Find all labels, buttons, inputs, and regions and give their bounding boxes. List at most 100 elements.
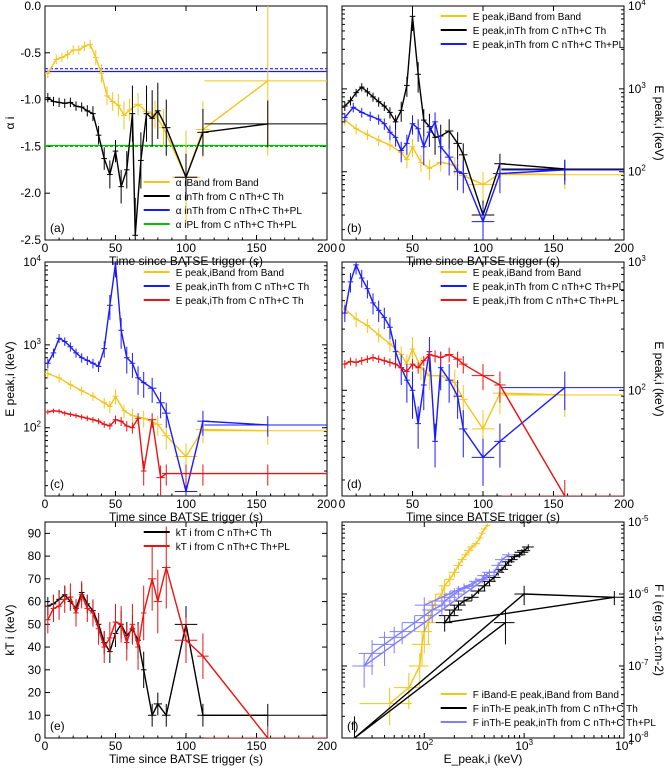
y-axis: 102 103 104 <box>342 0 646 231</box>
data-point <box>92 49 99 65</box>
x-tick-label: 150 <box>246 497 266 511</box>
legend: α iBand from Band α inTh from C nTh+C Th α… <box>143 178 303 231</box>
data-point <box>459 410 468 458</box>
data-point <box>101 421 108 428</box>
data-point <box>387 358 393 367</box>
data-point <box>409 6 416 31</box>
data-point <box>90 106 96 122</box>
data-point <box>95 418 102 425</box>
data-point <box>392 115 399 130</box>
series-band <box>359 523 491 726</box>
data-point <box>67 97 74 108</box>
data-point <box>138 132 144 189</box>
data-point <box>347 273 354 293</box>
data-point <box>45 409 51 415</box>
data-point <box>482 572 496 580</box>
data-point <box>98 64 105 83</box>
x-tick-label: 150 <box>543 497 563 511</box>
data-point <box>449 600 466 610</box>
x-tick-label: 104 <box>615 738 633 753</box>
data-point <box>70 45 77 55</box>
series-pl <box>45 526 327 738</box>
series-pl <box>352 552 515 688</box>
y-tick-label: 10-8 <box>628 730 649 745</box>
data-point <box>45 606 51 634</box>
panel-label: (f) <box>347 719 358 733</box>
x-tick-label: 102 <box>415 738 433 753</box>
data-point <box>381 307 388 330</box>
data-point <box>501 558 515 566</box>
data-point <box>347 357 354 366</box>
data-point <box>426 121 433 147</box>
data-point <box>404 152 410 169</box>
y-tick-label: -1.0 <box>20 93 41 107</box>
x-axis-label: Time since BATSE trigger (s) <box>109 752 263 766</box>
series-line <box>47 410 327 479</box>
data-point <box>81 41 88 51</box>
data-point <box>364 129 371 141</box>
data-point <box>156 391 165 419</box>
data-point <box>415 62 421 93</box>
legend-label: E peak,inTh from C nTh+C Th+PL <box>473 40 625 51</box>
data-point <box>342 716 365 738</box>
series-th <box>342 347 624 496</box>
x-tick-label: 0 <box>42 497 49 511</box>
panel-label: (c) <box>50 477 64 491</box>
data-point <box>73 101 79 111</box>
data-point <box>444 347 454 363</box>
x-tick-label: 200 <box>317 739 337 753</box>
x-tick-label: 100 <box>473 241 493 255</box>
x-tick-label: 50 <box>109 739 123 753</box>
data-point <box>375 328 382 343</box>
data-point <box>162 464 171 486</box>
data-point <box>56 592 62 620</box>
y-tick-label: 103 <box>628 81 646 96</box>
data-point <box>45 369 51 379</box>
x-axis-label: Time since BATSE trigger (s) <box>406 254 560 268</box>
legend-label: F inTh-E peak,inTh from C nTh+C Th <box>473 704 638 715</box>
y-tick-label: 80 <box>28 549 42 563</box>
data-point <box>432 350 438 363</box>
data-point <box>78 353 85 363</box>
data-point <box>162 526 171 609</box>
series-nth <box>45 82 327 240</box>
data-point <box>468 171 498 205</box>
data-point <box>414 597 433 616</box>
data-point <box>162 703 171 727</box>
data-point <box>95 612 102 645</box>
data-point <box>50 594 57 623</box>
data-point <box>204 416 327 437</box>
data-point <box>392 360 399 369</box>
data-point <box>104 86 110 106</box>
series-line <box>47 263 268 492</box>
data-point <box>353 88 359 97</box>
data-point <box>118 416 124 426</box>
panel-b: 0 50 100 150 200 102 103 104 Time since BATSE tr… <box>339 0 666 268</box>
data-point <box>50 348 57 358</box>
data-point <box>129 408 136 425</box>
x-tick-label: 150 <box>246 241 266 255</box>
data-point <box>437 134 444 166</box>
legend-label: α iBand from Band <box>176 178 259 189</box>
data-point <box>154 82 161 139</box>
data-area <box>45 6 327 240</box>
data-point <box>358 107 365 118</box>
data-point <box>50 96 57 107</box>
data-point <box>435 615 453 632</box>
data-point <box>118 606 124 643</box>
data-point <box>123 151 130 189</box>
data-point <box>449 585 466 598</box>
data-point <box>129 85 136 142</box>
data-point <box>174 153 198 201</box>
data-point <box>147 547 157 611</box>
data-point <box>358 269 365 288</box>
data-point <box>471 438 495 486</box>
data-point <box>174 464 198 486</box>
legend-label: α inTh from C nTh+C Th+PL <box>176 206 303 217</box>
data-point <box>372 631 395 666</box>
y-tick-label: 102 <box>628 164 646 179</box>
data-point <box>494 371 506 403</box>
y-tick-label: 104 <box>628 0 646 13</box>
data-point <box>477 581 491 592</box>
data-point <box>123 421 130 432</box>
